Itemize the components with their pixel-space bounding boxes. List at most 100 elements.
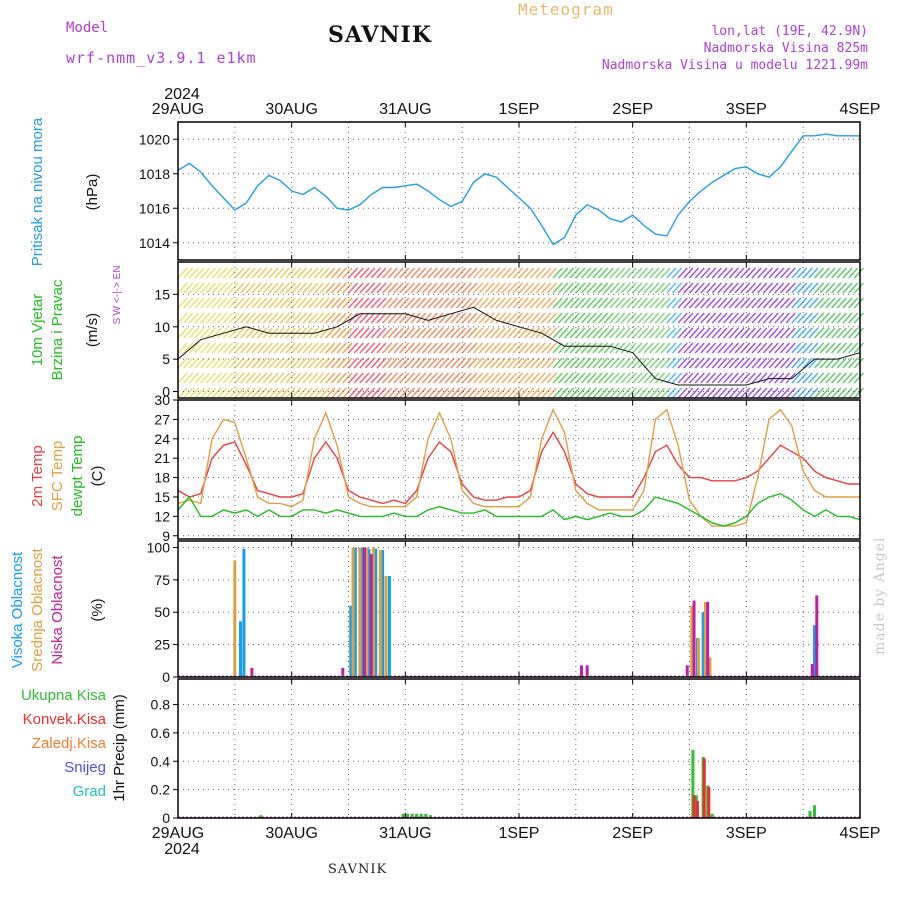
wind-barb [222,282,234,294]
wind-barb [609,387,620,399]
wind-barb [825,282,836,294]
wind-barb [842,357,853,369]
wind-barb [279,297,290,309]
wind-barb [410,372,421,384]
wind-barb [387,267,398,279]
wind-barb [615,297,626,309]
wind-barb [558,342,569,354]
wind-barb [336,312,347,324]
wind-barb [768,282,779,294]
wind-barb [495,282,506,294]
y-tick-label: 0.6 [151,725,171,741]
wind-barb [575,372,586,384]
wind-barb [200,342,211,354]
bar-ukupna-kisa [691,749,695,818]
wind-barb [302,342,313,354]
wind-barb [211,357,222,369]
wind-barb [518,297,529,309]
wind-barb [382,282,393,294]
wind-barb [745,282,756,294]
wind-barb [853,267,864,279]
wind-barb [836,327,847,339]
wind-barb [245,357,256,369]
wind-barb [717,342,728,354]
wind-barb [274,342,285,354]
wind-barb [586,387,597,399]
wind-barb [325,282,336,294]
wind-barb [177,372,188,384]
wind-barb [313,312,325,324]
ylabel-temp-2m: 2m Temp [29,445,46,506]
wind-barb [609,357,620,369]
wind-barb [455,387,467,399]
wind-barb [836,372,847,384]
wind-barb [302,282,313,294]
bar-niska-oblacnost [341,667,345,677]
bar-niska-oblacnost [815,595,819,677]
wind-barb [825,357,836,369]
wind-barb [251,387,262,399]
wind-barb [433,357,444,369]
wind-barb [410,327,421,339]
wind-barb [603,267,614,279]
wind-barb [694,327,705,339]
wind-barb [592,342,603,354]
wind-barb [359,327,370,339]
wind-barb [257,387,268,399]
wind-barb [501,387,512,399]
wind-barb [546,342,558,354]
time-label-bottom: 31AUG [379,825,431,842]
wind-barb [393,267,404,279]
wind-barb [370,267,381,279]
wind-barb [802,372,813,384]
wind-barb [382,312,393,324]
wind-barb [626,282,637,294]
wind-barb [262,267,273,279]
wind-barb [330,297,342,309]
wind-barb [217,297,228,309]
wind-barb [762,312,773,324]
wind-barb [285,342,296,354]
wind-barb [762,282,773,294]
wind-barb [427,267,438,279]
wind-barb [848,267,859,279]
panel-wind: 0 5 10 15 [154,261,864,400]
wind-barb [308,357,319,369]
wind-barb [393,282,404,294]
wind-barb [427,357,438,369]
wind-barb [274,372,285,384]
wind-barb [325,312,336,324]
wind-barb [393,357,404,369]
model-altitude-label: Nadmorska Visina u modelu 1221.99m [601,58,868,73]
wind-barb [291,372,302,384]
wind-barb [563,342,575,354]
wind-barb [308,267,319,279]
wind-barb [245,312,256,324]
wind-barb [580,357,592,369]
wind-barb [279,342,290,354]
wind-barb [484,327,495,339]
wind-barb [245,342,256,354]
wind-barb [728,312,739,324]
ylabel-pressure-unit: (hPa) [84,174,101,211]
wind-barb [734,312,745,324]
wind-barb [507,357,518,369]
wind-barb [768,297,779,309]
wind-barb [745,342,756,354]
time-label-top: 31AUG [379,101,431,118]
wind-barb [529,387,540,399]
wind-barb [450,297,461,309]
wind-barb [205,327,217,339]
bar-konvek-kisa [702,758,706,818]
compass-legend: NW <-|-> E S [112,265,123,324]
wind-barb [598,282,609,294]
model-label: Model [66,20,109,36]
wind-barb [740,387,751,399]
wind-barb [637,282,648,294]
wind-barb [825,372,836,384]
wind-barb [188,327,199,339]
wind-barb [330,372,342,384]
wind-barb [677,387,688,399]
wind-barb [382,357,393,369]
wind-barb [688,342,700,354]
